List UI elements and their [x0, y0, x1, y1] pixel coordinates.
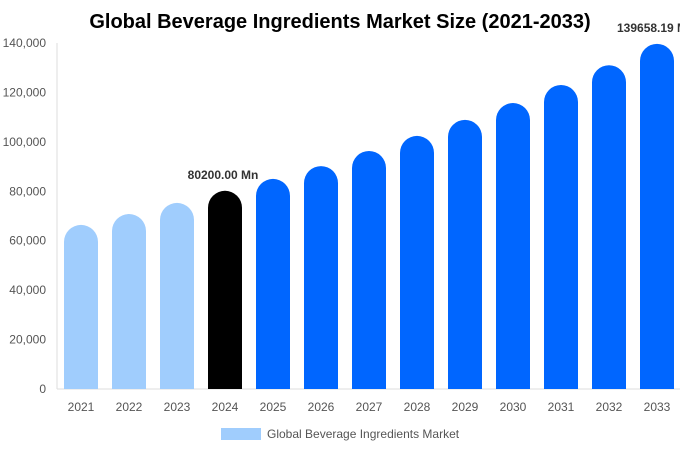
- x-tick-label: 2021: [68, 400, 95, 414]
- x-tick-label: 2028: [404, 400, 431, 414]
- bar-2026[interactable]: [304, 166, 338, 389]
- y-tick-label: 20,000: [9, 333, 46, 347]
- chart-title: Global Beverage Ingredients Market Size …: [89, 11, 590, 33]
- x-tick-label: 2022: [116, 400, 143, 414]
- legend-label[interactable]: Global Beverage Ingredients Market: [267, 427, 460, 441]
- y-tick-label: 80,000: [9, 184, 46, 198]
- x-tick-label: 2027: [356, 400, 383, 414]
- x-tick-label: 2026: [308, 400, 335, 414]
- data-label-2024: 80200.00 Mn: [188, 168, 259, 182]
- x-tick-label: 2025: [260, 400, 287, 414]
- bar-2027[interactable]: [352, 151, 386, 389]
- y-tick-label: 60,000: [9, 234, 46, 248]
- y-tick-label: 140,000: [3, 36, 47, 50]
- y-tick-label: 120,000: [3, 85, 47, 99]
- bar-2030[interactable]: [496, 103, 530, 389]
- bar-2023[interactable]: [160, 202, 194, 389]
- bar-2025[interactable]: [256, 178, 290, 389]
- bar-2028[interactable]: [400, 135, 434, 389]
- bar-2032[interactable]: [592, 65, 626, 389]
- bar-2021[interactable]: [64, 224, 98, 389]
- legend-swatch[interactable]: [221, 428, 261, 440]
- y-tick-label: 0: [39, 382, 46, 396]
- x-tick-label: 2030: [500, 400, 527, 414]
- x-tick-label: 2024: [212, 400, 239, 414]
- bar-2029[interactable]: [448, 119, 482, 389]
- y-tick-label: 40,000: [9, 283, 46, 297]
- x-tick-label: 2032: [596, 400, 623, 414]
- x-tick-label: 2029: [452, 400, 479, 414]
- bar-2031[interactable]: [544, 85, 578, 389]
- bar-2033[interactable]: [640, 43, 674, 390]
- data-label-2033: 139658.19 Mn: [617, 21, 680, 35]
- bar-2022[interactable]: [112, 214, 146, 389]
- x-tick-label: 2023: [164, 400, 191, 414]
- x-tick-label: 2033: [644, 400, 671, 414]
- y-tick-label: 100,000: [3, 135, 47, 149]
- bar-2024[interactable]: [208, 190, 242, 389]
- x-tick-label: 2031: [548, 400, 575, 414]
